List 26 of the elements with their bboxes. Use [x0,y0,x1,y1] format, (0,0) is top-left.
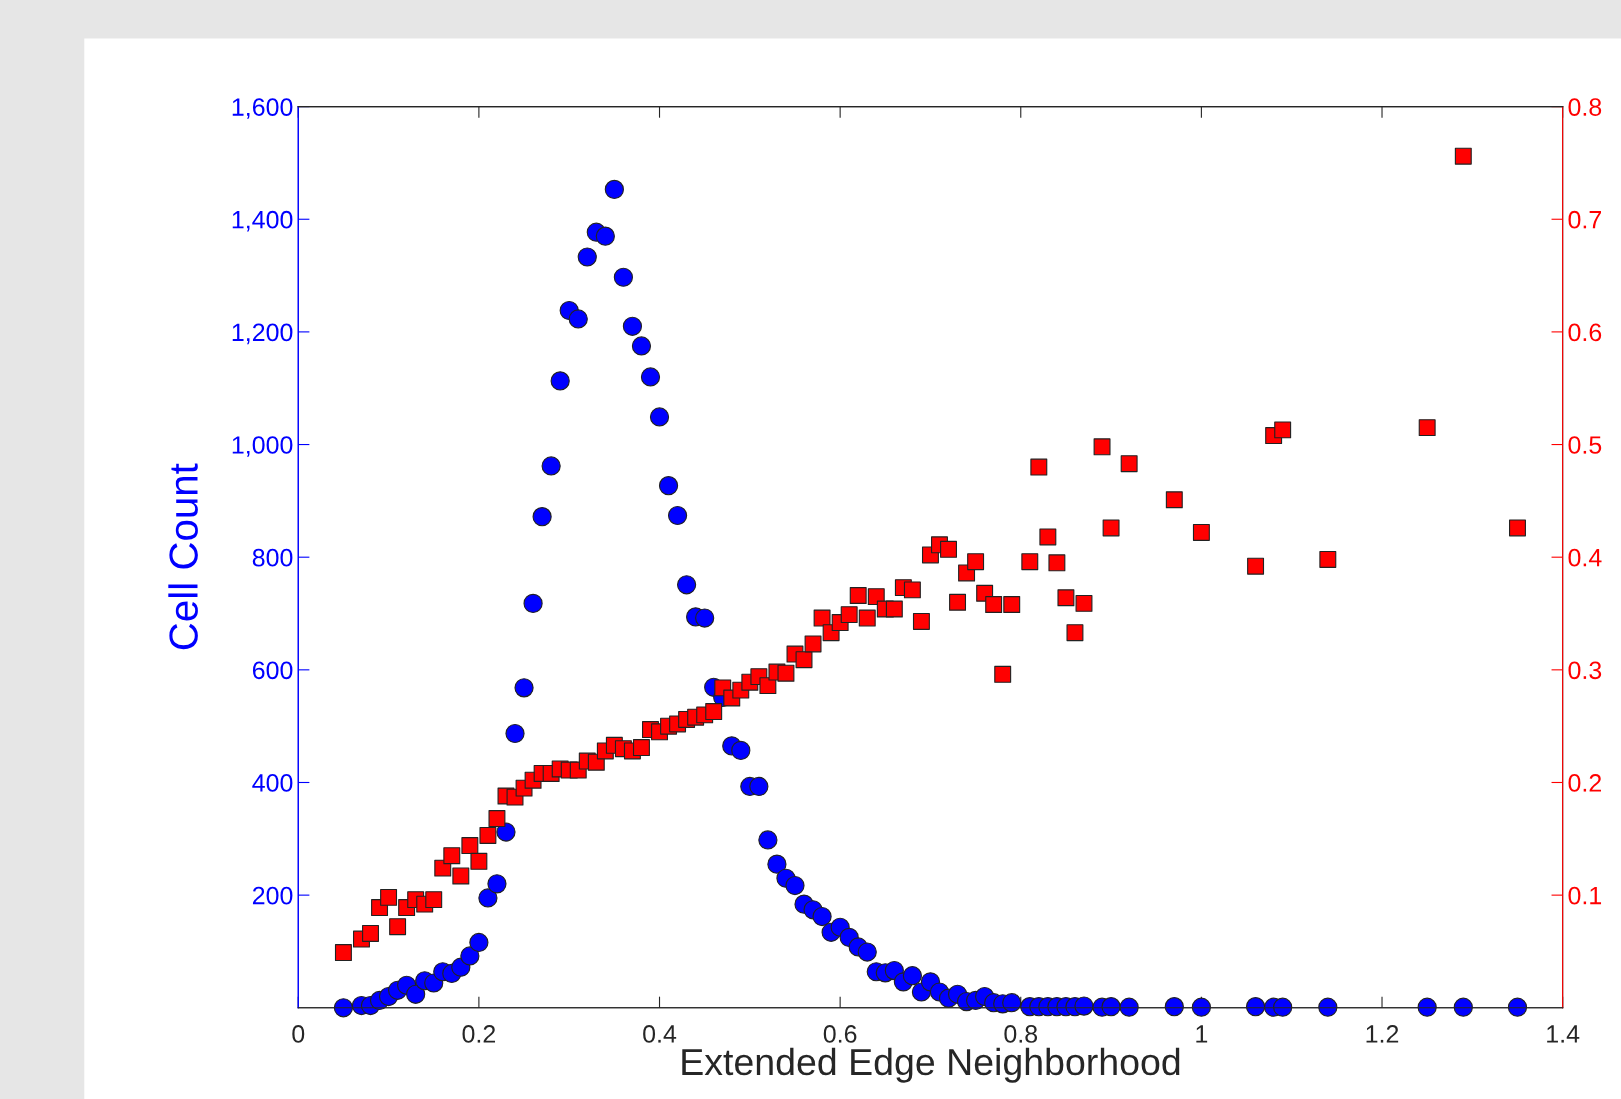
y-tick-label: 200 [252,886,293,905]
y2-tick-label: 0.1 [1568,886,1602,905]
y2-tick-label: 0.5 [1568,436,1602,454]
y2-tick-label: 0.8 [1568,98,1602,116]
x-tick-label: 0.2 [462,1025,496,1043]
x-tick-label: 0.6 [823,1025,857,1043]
y-tick-label: 400 [252,774,293,792]
y2-tick-label: 0.4 [1568,548,1602,567]
y-tick-label: 1,400 [232,210,293,232]
y-tick-label: 600 [252,661,293,680]
x-tick-label: 1.4 [1547,1025,1580,1043]
y-axis-title: Cell Count [168,463,198,650]
y-tick-label: 800 [252,548,293,567]
y2-tick-label: 0.2 [1568,774,1601,792]
y2-tick-label: 0.3 [1568,661,1602,680]
y-tick-label: 1,200 [232,323,293,345]
y2-tick-label: 0.6 [1568,323,1602,342]
x-tick-label: 0.4 [643,1025,677,1043]
x-tick-label: 1.2 [1366,1025,1399,1043]
y-tick-label: 1,000 [232,436,293,457]
x-axis-title: Extended Edge Neighborhood [682,1047,1180,1083]
x-tick-label: 0 [292,1025,305,1043]
y-tick-label: 1,600 [232,98,293,119]
x-tick-label: 0.8 [1004,1025,1038,1043]
y2-tick-label: 0.7 [1568,210,1601,229]
x-tick-label: 1 [1196,1025,1208,1043]
